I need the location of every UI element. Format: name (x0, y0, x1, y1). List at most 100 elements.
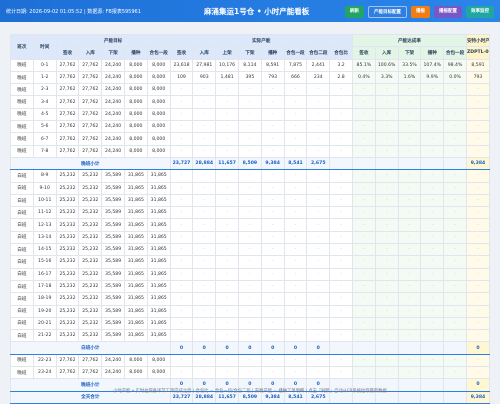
cell: 31,865 (123, 169, 148, 183)
cell: 8,000 (123, 132, 148, 146)
cell: 35,589 (101, 292, 125, 306)
header-row: 班次时间产能目标实际产能产能达成率安特小时产能(播种) (10, 33, 491, 60)
cell: - (215, 83, 239, 97)
cell: 31,865 (146, 292, 171, 306)
cell: 35,589 (101, 267, 125, 281)
cell: - (237, 255, 262, 269)
cell: 24,240 (101, 83, 125, 97)
cell: - (169, 206, 194, 220)
cell: - (215, 366, 239, 380)
cell: 13-14 (32, 230, 57, 245)
cell: - (215, 279, 239, 294)
cell: 395 (237, 70, 262, 85)
column-header: 签收 (55, 46, 80, 60)
button[interactable]: 刷新 (345, 6, 364, 18)
empty-cell (374, 156, 399, 171)
cell: 白班 (10, 267, 34, 281)
cell: - (443, 95, 467, 109)
cell: 24,240 (101, 95, 125, 109)
cell: 31,865 (123, 279, 148, 294)
column-header: 下架 (101, 46, 125, 60)
cell: - (169, 95, 194, 109)
cell: - (329, 353, 353, 368)
cell: 25,232 (78, 181, 103, 195)
cell: - (306, 181, 331, 195)
button[interactable]: 播报配置 (434, 6, 462, 18)
column-header: ZDPTL-005 (465, 46, 491, 60)
cell: 31,865 (123, 267, 148, 281)
cell: 25,232 (78, 279, 103, 294)
column-header: 合包比 (329, 46, 353, 60)
group-header: 实际产能 (169, 33, 353, 48)
button[interactable]: 产能目标配置 (368, 6, 407, 18)
cell: - (215, 243, 239, 257)
data-row: 白班 14-15 25,232 25,232 35,589 31,865 31,865- - -… (10, 243, 491, 257)
cell: 8,000 (123, 144, 148, 158)
cell: 白班 (10, 243, 34, 257)
cell: 24,240 (101, 144, 125, 158)
cell: - (169, 193, 194, 208)
cell: 31,865 (123, 255, 148, 269)
cell: 31,865 (123, 329, 148, 343)
cell: - (260, 255, 285, 269)
cell: - (397, 120, 422, 134)
cell: 28,884 (192, 390, 217, 404)
cell: 8,000 (123, 83, 148, 97)
cell: - (215, 353, 239, 368)
cell: 8,000 (123, 70, 148, 85)
cell: - (374, 316, 399, 331)
cell: 24,240 (101, 366, 125, 380)
cell: - (306, 316, 331, 331)
cell: 0 (192, 341, 217, 355)
cell: - (306, 120, 331, 134)
cell: - (260, 144, 285, 158)
cell: 21-22 (32, 329, 57, 343)
cell: 24,240 (101, 58, 125, 72)
cell: 0 (237, 378, 262, 392)
subtotal-row: 晚班小计 23,727 28,884 11,657 8,509 9,384 8,541 2,6… (10, 156, 491, 171)
cell: - (420, 218, 445, 232)
button[interactable]: 效率监控 (466, 6, 494, 18)
cell: 31,865 (146, 230, 171, 245)
cell: - (420, 255, 445, 269)
cell: 20-21 (32, 316, 57, 331)
column-header: 签收 (351, 46, 376, 60)
cell: 白班 (10, 292, 34, 306)
cell: - (374, 206, 399, 220)
cell: - (306, 107, 331, 122)
cell: - (374, 353, 399, 368)
cell: 白班 (10, 218, 34, 232)
cell: - (351, 218, 376, 232)
data-row: 晚班 2-3 27,762 27,762 24,240 8,000 8,000- - - - - - -… (10, 83, 491, 97)
cell: 35,589 (101, 169, 125, 183)
cell: - (215, 329, 239, 343)
cell: - (351, 132, 376, 146)
cell: - (192, 267, 217, 281)
cell: - (351, 353, 376, 368)
cell: - (465, 366, 491, 380)
cell: - (443, 107, 467, 122)
cell: 23,618 (169, 58, 194, 72)
cell: - (351, 120, 376, 134)
cell: - (374, 218, 399, 232)
cell: 31,865 (123, 243, 148, 257)
cell: - (397, 230, 422, 245)
cell: - (443, 230, 467, 245)
cell: 晚班 (10, 58, 34, 72)
cell: - (192, 218, 217, 232)
cell: - (420, 353, 445, 368)
cell: 98.4% (443, 58, 467, 72)
cell: 25,232 (78, 316, 103, 331)
cell: 0 (169, 378, 194, 392)
cell: 25,232 (55, 218, 80, 232)
cell: 18-19 (32, 292, 57, 306)
cell: 31,865 (123, 230, 148, 245)
cell: 107.4% (420, 58, 445, 72)
cell: 27,762 (55, 83, 80, 97)
cell: - (260, 366, 285, 380)
button[interactable]: 播报 (411, 6, 430, 18)
cell: - (351, 304, 376, 318)
cell: 8,000 (146, 107, 171, 122)
data-row: 晚班 1-2 27,762 27,762 24,240 8,000 8,000 109 903 1… (10, 70, 491, 85)
cell: - (329, 267, 353, 281)
